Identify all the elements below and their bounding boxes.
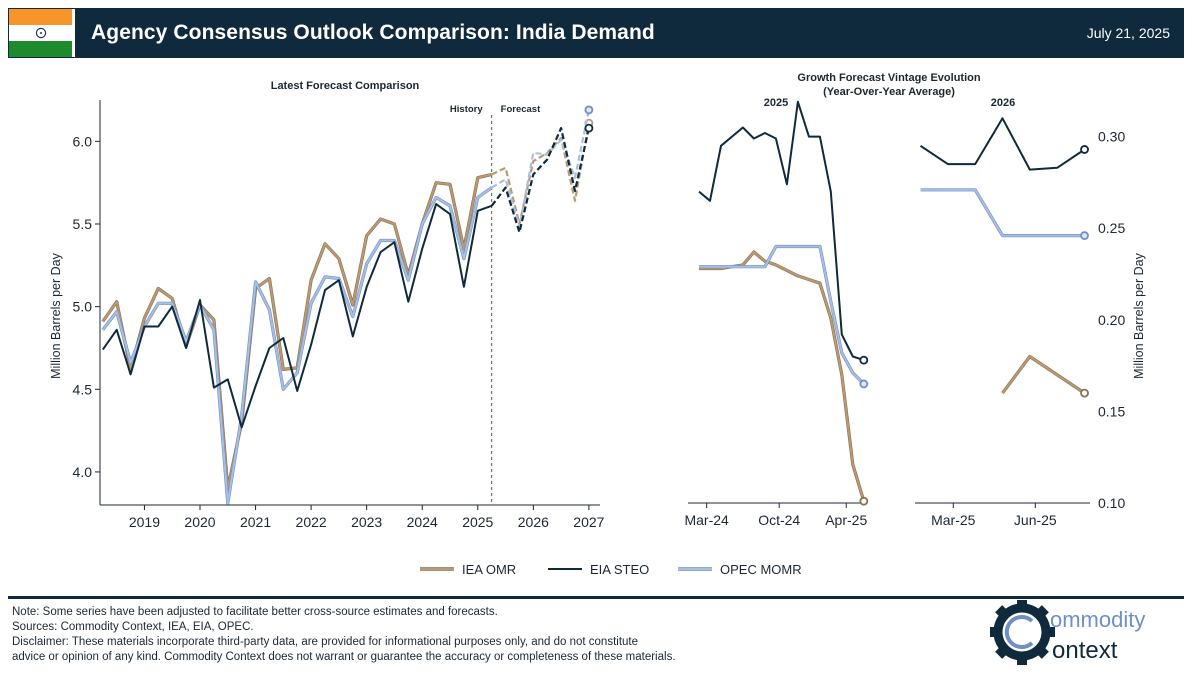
panel-series-2025-opec-momr: [699, 245, 865, 385]
left-x-tick-label: 2023: [351, 514, 382, 530]
panel-series-2026-opec-momr: [920, 188, 1085, 237]
commodity-context-logo: ommodity ontext: [990, 600, 1145, 665]
page-title: Agency Consensus Outlook Comparison: Ind…: [91, 21, 655, 44]
left-series-outline-iea-omr: [101, 172, 493, 491]
legend-label-eia-steo: EIA STEO: [590, 562, 649, 577]
right-y-tick-label: 0.20: [1098, 312, 1125, 328]
report-date: July 21, 2025: [1086, 25, 1170, 41]
footer-disclaimer-line-2: advice or opinion of any kind. Commodity…: [12, 651, 676, 663]
right-chart-subtitle: (Year-Over-Year Average): [823, 86, 955, 98]
panel-end-marker-2025-iea-omr: [859, 496, 869, 506]
panel-end-marker-2025-eia-steo: [859, 355, 869, 365]
panel-x-tick-label: Mar-25: [931, 512, 976, 528]
left-x-tick-label: 2021: [240, 514, 271, 530]
legend-label-opec-momr: OPEC MOMR: [720, 562, 802, 577]
right-chart-title: Growth Forecast Vintage Evolution: [797, 72, 980, 84]
left-x-tick-label: 2027: [573, 514, 604, 530]
right-y-tick-label: 0.10: [1098, 495, 1125, 511]
gear-icon: [990, 600, 1055, 665]
left-x-tick-label: 2026: [518, 514, 549, 530]
right-y-tick-label: 0.30: [1098, 129, 1125, 145]
left-y-tick-label: 4.5: [73, 381, 93, 397]
panel-series-2026-iea-omr: [1001, 355, 1086, 394]
left-series-forecast-opec-momr: [491, 109, 590, 229]
header-bar: Agency Consensus Outlook Comparison: Ind…: [8, 8, 1184, 58]
left-x-tick-label: 2024: [407, 514, 438, 530]
panel-x-tick-label: Oct-24: [758, 512, 800, 528]
history-label: History: [450, 104, 483, 115]
india-flag-icon: [9, 9, 75, 57]
left-y-axis-label: Million Barrels per Day: [49, 252, 63, 378]
panel-end-marker-2025-opec-momr: [859, 379, 869, 389]
left-series-forecast-iea-omr: [491, 122, 590, 226]
left-series-history-iea-omr: [101, 173, 492, 490]
logo-text-commodity: ommodity: [1050, 607, 1145, 632]
left-y-tick-label: 4.0: [73, 464, 93, 480]
footer-notes: Note: Some series have been adjusted to …: [12, 605, 972, 665]
left-end-marker-eia-steo: [584, 123, 594, 133]
left-series-forecast-eia-steo: [490, 127, 590, 234]
left-y-tick-label: 5.0: [73, 299, 93, 315]
left-x-tick-label: 2022: [296, 514, 327, 530]
footer-divider: [8, 596, 1184, 599]
panel-year-label-2025: 2025: [764, 97, 788, 109]
left-end-marker-opec-momr: [584, 105, 594, 115]
right-y-tick-label: 0.25: [1098, 220, 1125, 236]
footer-note: Note: Some series have been adjusted to …: [12, 606, 498, 618]
panel-series-outline-iea-omr: [1001, 354, 1086, 395]
chart-area: Latest Forecast Comparison 4.0 4.5 5.0 5.5 6.…: [49, 72, 1146, 577]
logo-text-context: ontext: [1052, 637, 1118, 664]
panel-series-2026-eia-steo: [919, 117, 1086, 171]
panel-end-marker-2026-eia-steo: [1080, 145, 1089, 154]
panel-end-marker-2026-iea-omr: [1080, 388, 1089, 398]
right-y-axis-label: Million Barrels per Day: [1132, 252, 1146, 378]
left-x-tick-label: 2020: [184, 514, 215, 530]
left-chart-title: Latest Forecast Comparison: [271, 80, 420, 92]
legend-label-iea-omr: IEA OMR: [462, 562, 516, 577]
right-y-tick-label: 0.15: [1098, 403, 1125, 419]
panel-series-2025-eia-steo: [698, 100, 865, 362]
left-y-tick-label: 5.5: [73, 216, 93, 232]
left-series-history-opec-momr: [102, 186, 493, 505]
footer-sources: Sources: Commodity Context, IEA, EIA, OP…: [12, 621, 254, 633]
footer-disclaimer-line-1: Disclaimer: These materials incorporate …: [12, 636, 639, 648]
panel-x-tick-label: Jun-25: [1014, 512, 1057, 528]
forecast-label: Forecast: [501, 104, 541, 115]
left-y-tick-label: 6.0: [73, 133, 93, 149]
panel-x-tick-label: Apr-25: [825, 512, 867, 528]
panel-end-marker-2026-opec-momr: [1080, 231, 1089, 240]
left-x-tick-label: 2019: [129, 514, 160, 530]
left-x-tick-label: 2025: [462, 514, 493, 530]
panel-x-tick-label: Mar-24: [684, 512, 729, 528]
left-series-history-eia-steo: [101, 203, 493, 429]
panel-year-label-2026: 2026: [991, 97, 1015, 109]
left-series-outline-opec-momr: [101, 186, 493, 505]
panel-series-outline-opec-momr: [920, 188, 1085, 238]
